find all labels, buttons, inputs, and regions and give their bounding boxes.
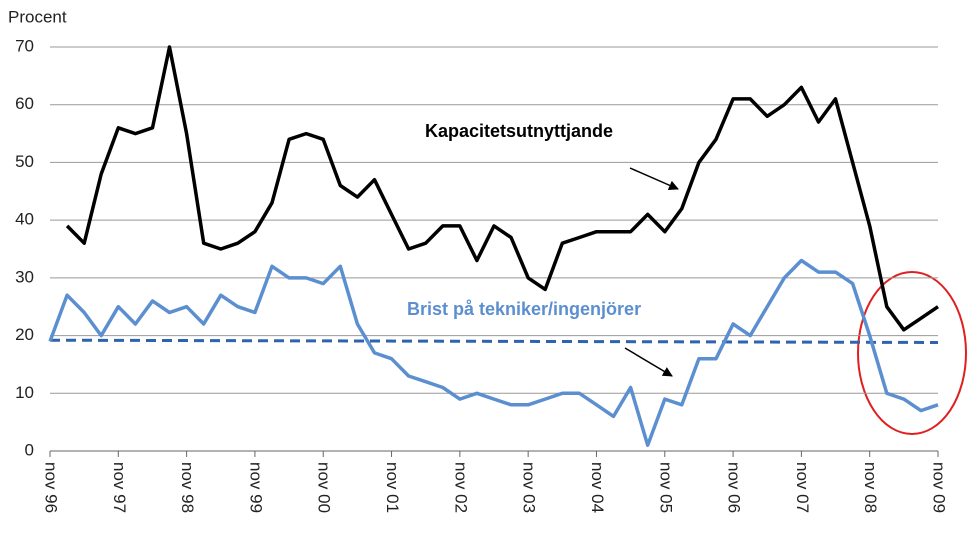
x-tick-label: nov 05: [656, 462, 675, 513]
x-tick-label: nov 09: [930, 462, 949, 513]
series-label: Brist på tekniker/ingenjörer: [407, 299, 641, 319]
y-tick-label: 20: [15, 325, 34, 344]
series-line: [65, 45, 939, 332]
x-tick-label: nov 03: [520, 462, 539, 513]
y-tick-label: 10: [15, 383, 34, 402]
x-tick-label: nov 96: [42, 462, 61, 513]
series-label: Kapacitetsutnyttjande: [425, 121, 613, 141]
x-tick-label: nov 02: [451, 462, 470, 513]
y-axis-label: Procent: [8, 7, 67, 26]
x-tick-label: nov 97: [110, 462, 129, 513]
x-tick-label: nov 99: [246, 462, 265, 513]
series-line: [48, 258, 939, 447]
reference-line: [49, 338, 939, 344]
x-tick-label: nov 01: [383, 462, 402, 513]
x-tick-label: nov 07: [793, 462, 812, 513]
arrow: [629, 167, 679, 190]
y-tick-label: 30: [15, 267, 34, 286]
y-tick-label: 60: [15, 94, 34, 113]
x-tick-label: nov 00: [315, 462, 334, 513]
x-tick-label: nov 04: [588, 462, 607, 513]
x-tick-label: nov 06: [725, 462, 744, 513]
arrow: [624, 347, 673, 377]
y-tick-label: 50: [15, 152, 34, 171]
x-tick-label: nov 98: [178, 462, 197, 513]
y-tick-label: 70: [15, 36, 34, 55]
y-tick-label: 40: [15, 210, 34, 229]
highlight-ellipse: [857, 271, 967, 435]
y-tick-label: 0: [25, 440, 34, 459]
x-tick-label: nov 08: [861, 462, 880, 513]
